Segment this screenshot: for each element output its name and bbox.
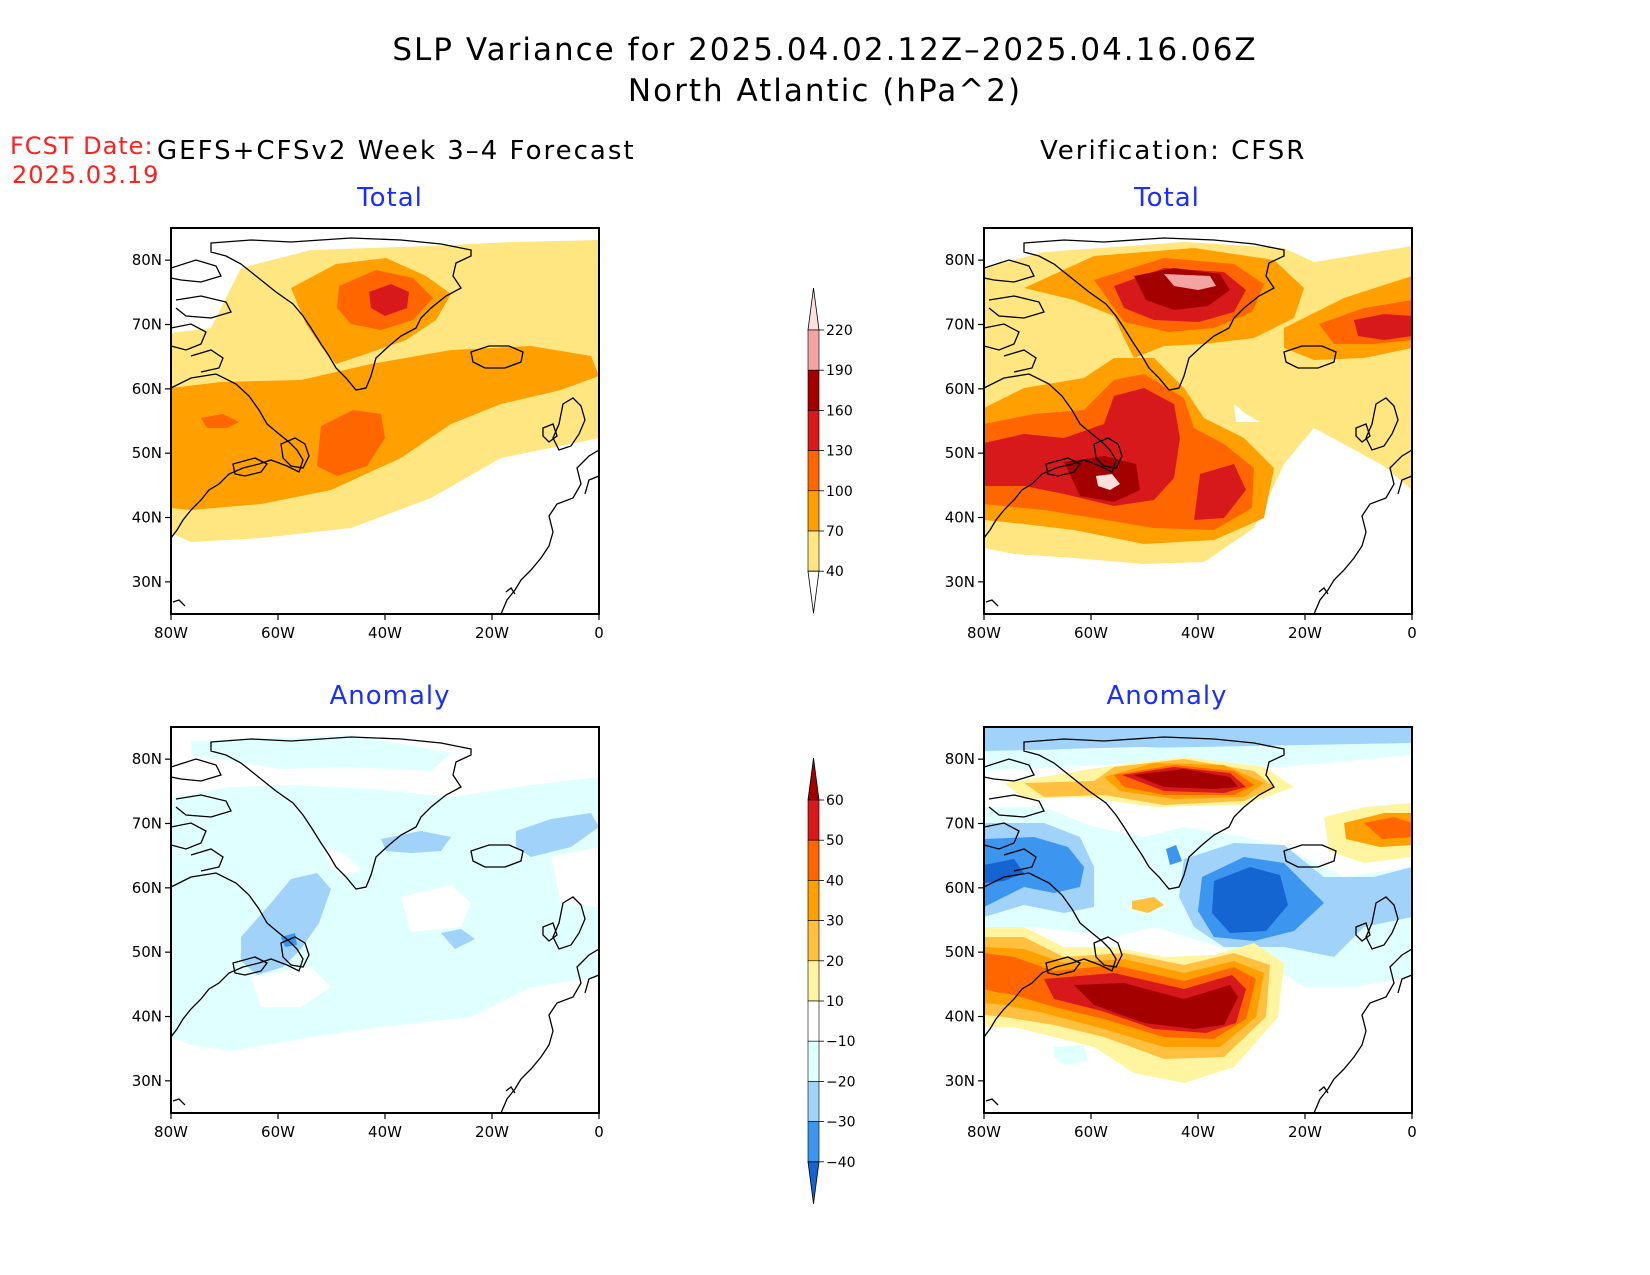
colorbar-label: −20 [826,1074,856,1090]
lat-tick-label: 30N [945,1072,975,1090]
colorbar-label: 220 [826,323,853,339]
verification-anomaly-map [983,726,1413,1114]
lat-tick-label: 80N [132,251,162,269]
lat-tick-label: 70N [945,815,975,833]
verification-total-title: Total [1134,183,1200,213]
forecast-header: GEFS+CFSv2 Week 3–4 Forecast [157,136,636,166]
lon-tick-label: 60W [1074,624,1108,642]
colorbar-swatch [807,839,820,881]
colorbar-label: −10 [826,1034,856,1050]
colorbar-swatch [807,799,820,841]
lat-tick-label: 50N [132,943,162,961]
lat-tick-label: 30N [132,1072,162,1090]
forecast-anomaly-title: Anomaly [329,681,451,711]
lat-tick-label: 60N [132,879,162,897]
lat-tick-label: 60N [945,879,975,897]
forecast-total-title: Total [357,183,423,213]
lon-tick-label: 0 [1407,1123,1417,1141]
colorbar-bottom-arrow [807,570,820,614]
forecast-anomaly-map [170,726,600,1114]
lon-tick-label: 60W [261,624,295,642]
colorbar-label: 100 [826,484,853,500]
lon-tick-label: 80W [154,1123,188,1141]
main-title: SLP Variance for 2025.04.02.12Z–2025.04.… [392,32,1258,68]
colorbar-anomaly: 60 50 40 30 20 10 −10 −20 −30 −40 [807,757,856,1204]
colorbar-label: 130 [826,444,853,460]
lat-tick-label: 30N [945,573,975,591]
lon-tick-label: 80W [154,624,188,642]
lon-tick-label: 60W [261,1123,295,1141]
colorbar-swatch [807,530,820,572]
colorbar-swatch [807,1121,820,1163]
colorbar-label: 70 [826,524,844,540]
colorbar-top-arrow [807,757,820,801]
lon-tick-label: 80W [967,624,1001,642]
lat-tick-label: 30N [132,573,162,591]
colorbar-label: 60 [826,793,844,809]
lat-tick-label: 70N [132,815,162,833]
verification-header: Verification: CFSR [1040,136,1307,166]
colorbar-label: 20 [826,954,844,970]
lat-tick-label: 60N [132,380,162,398]
colorbar-swatch [807,410,820,451]
lat-tick-label: 70N [945,316,975,334]
lat-tick-label: 80N [132,750,162,768]
lon-tick-label: 0 [1407,624,1417,642]
lon-tick-label: 80W [967,1123,1001,1141]
colorbar-label: 10 [826,994,844,1010]
lon-tick-label: 40W [1181,624,1215,642]
lon-tick-label: 0 [594,624,604,642]
lon-tick-label: 20W [475,624,509,642]
lat-tick-label: 40N [132,509,162,527]
lat-tick-label: 40N [132,1008,162,1026]
lon-tick-label: 40W [368,1123,402,1141]
lon-tick-label: 20W [475,1123,509,1141]
fcst-date-value: 2025.03.19 [12,161,160,189]
colorbar-swatch [807,920,820,962]
colorbar-swatch [807,960,820,1002]
axes-layer: 80W 60W 40W 20W 0 80N 70N 60N 50N 40N 30N 80W 60W 40W… [132,251,1417,1141]
lat-tick-label: 80N [945,251,975,269]
lon-tick-label: 40W [1181,1123,1215,1141]
lon-tick-label: 0 [594,1123,604,1141]
colorbar-total: 220 190 160 130 100 70 40 [807,287,853,614]
lat-tick-label: 60N [945,380,975,398]
lon-tick-label: 60W [1074,1123,1108,1141]
colorbar-swatch [807,880,820,921]
colorbar-swatch [807,369,820,411]
colorbar-bottom-arrow [807,1161,820,1204]
forecast-total-map [170,227,600,615]
colorbar-swatch [807,1000,820,1042]
colorbar-swatch [807,1040,820,1082]
colorbar-label: −40 [826,1155,856,1171]
main-subtitle: North Atlantic (hPa^2) [627,73,1023,109]
lat-tick-label: 50N [945,943,975,961]
lat-tick-label: 40N [945,1008,975,1026]
colorbar-label: 190 [826,363,853,379]
colorbar-swatch [807,450,820,492]
lat-tick-label: 70N [132,316,162,334]
lon-tick-label: 20W [1288,1123,1322,1141]
fcst-date-label: FCST Date: [10,132,154,160]
colorbar-label: 40 [826,873,844,889]
lon-tick-label: 20W [1288,624,1322,642]
colorbar-label: −30 [826,1115,856,1131]
verification-anomaly-title: Anomaly [1106,681,1228,711]
lat-tick-label: 80N [945,750,975,768]
colorbar-top-arrow [807,287,820,331]
lat-tick-label: 50N [132,444,162,462]
colorbar-label: 40 [826,564,844,580]
colorbar-swatch [807,329,820,371]
colorbar-label: 30 [826,914,844,930]
colorbar-swatch [807,490,820,532]
verification-total-map [983,227,1413,615]
colorbar-label: 160 [826,403,853,419]
colorbar-swatch [807,1081,820,1122]
colorbar-label: 50 [826,833,844,849]
lat-tick-label: 40N [945,509,975,527]
lat-tick-label: 50N [945,444,975,462]
lon-tick-label: 40W [368,624,402,642]
